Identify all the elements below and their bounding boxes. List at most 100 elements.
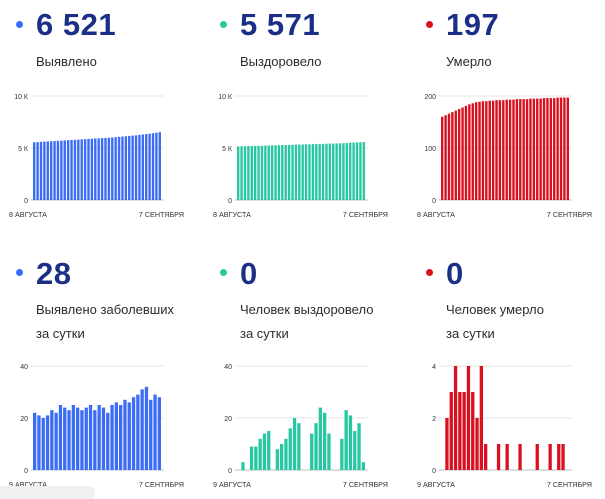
bar [114,137,117,200]
bar [110,405,114,470]
x-start-label: 8 АВГУСТА [417,210,455,219]
bar [328,143,332,200]
bar [111,137,114,200]
bar [532,98,536,200]
label-line: за сутки [240,326,289,341]
label-line: Умерло [446,54,492,69]
bar [106,412,110,470]
bar [80,139,83,200]
bar [288,428,292,470]
bar [90,138,94,200]
bar [138,134,141,200]
y-tick-label: 100 [424,146,436,153]
bar [267,431,271,470]
bar [247,146,250,200]
bar [107,137,111,200]
bar [249,446,254,470]
bar [457,109,461,200]
bar [80,410,84,470]
bar [498,100,502,200]
bar [529,98,532,200]
detected-daily-chart: 0 20 40 9 АВГУСТА 7 СЕНТЯБРЯ [9,364,184,489]
bar [128,135,131,200]
bar [458,392,462,470]
bar [237,146,240,200]
bar [93,410,97,470]
bar [566,97,569,200]
y-tick-label: 0 [228,468,232,475]
bar [41,418,45,470]
recovered-daily-value: 0 [240,256,258,291]
bar [114,402,118,470]
bar [37,415,41,470]
detected-daily-label: Выявлено заболевших за сутки [36,298,174,346]
bar [502,100,505,200]
bar [155,132,158,200]
y-tick-label: 2 [432,416,436,423]
bar [468,104,471,200]
legend-dot [220,269,227,276]
deaths-daily-chart: 0 2 4 9 АВГУСТА 7 СЕНТЯБРЯ [417,364,592,489]
bar [104,137,107,200]
bar [67,410,71,470]
bar [66,140,70,200]
bottom-tab-strip [0,486,95,499]
bar [301,144,304,200]
label-line: за сутки [36,326,85,341]
bar [267,145,270,200]
bar [335,143,338,200]
bar [50,410,54,470]
bar [127,402,131,470]
recovered-total-value: 5 571 [240,7,321,42]
bar [308,144,311,200]
bar [153,394,157,470]
bar [471,103,474,200]
bar [495,100,498,200]
bar [131,397,136,470]
y-tick-label: 0 [432,198,436,205]
detected-total-chart: 0 5 К 10 К 8 АВГУСТА 7 СЕНТЯБРЯ [9,94,184,219]
y-tick-label: 0 [432,468,436,475]
y-tick-label: 4 [432,364,436,371]
bar [315,144,318,200]
bar [310,433,314,470]
x-start-label: 9 АВГУСТА [213,480,251,489]
bar [553,98,556,200]
label-line: Человек умерло [446,302,544,317]
bar [462,392,466,470]
bar [131,135,134,200]
bar [63,140,66,200]
bar [461,107,464,200]
bar [518,444,522,470]
stat-card-deaths: 197 Умерло 0 100 200 8 АВГУСТА 7 СЕНТЯБРЯ [408,0,598,240]
detected-total-value: 6 521 [36,7,117,42]
y-tick-label: 20 [224,416,232,423]
recovered-daily-chart: 0 20 40 9 АВГУСТА 7 СЕНТЯБРЯ [213,364,388,489]
bar [97,405,101,470]
bar [297,423,301,470]
bar [449,392,453,470]
bar [485,101,488,200]
bar [83,139,87,200]
x-end-label: 7 СЕНТЯБРЯ [343,480,388,489]
bar [60,140,63,200]
x-end-label: 7 СЕНТЯБРЯ [139,480,184,489]
bar [117,136,121,200]
bar [559,97,563,200]
bar [454,110,457,200]
bar [254,446,258,470]
bar [124,136,128,200]
bar [157,397,161,470]
bar [445,418,449,470]
bar [481,101,485,200]
bar [546,98,549,200]
bar [270,145,274,200]
y-tick-label: 20 [20,416,28,423]
bar [33,142,36,200]
bar [70,139,73,200]
bar [134,135,138,200]
bar [349,142,352,200]
bar [359,142,362,200]
stat-card-recovered-daily: 0 Человек выздоровело за сутки 0 20 40 9 АВГ… [204,254,394,494]
bar [281,145,284,200]
